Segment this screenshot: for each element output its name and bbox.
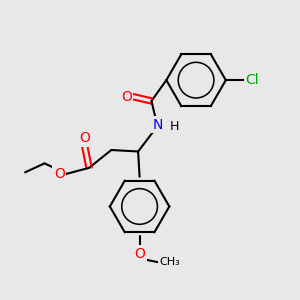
Text: O: O [121,89,132,103]
Text: Cl: Cl [246,73,260,87]
Text: O: O [54,167,65,181]
Text: O: O [79,131,90,145]
Text: H: H [169,120,179,133]
Text: N: N [152,118,163,132]
Text: CH₃: CH₃ [159,257,180,267]
Text: O: O [134,247,145,261]
